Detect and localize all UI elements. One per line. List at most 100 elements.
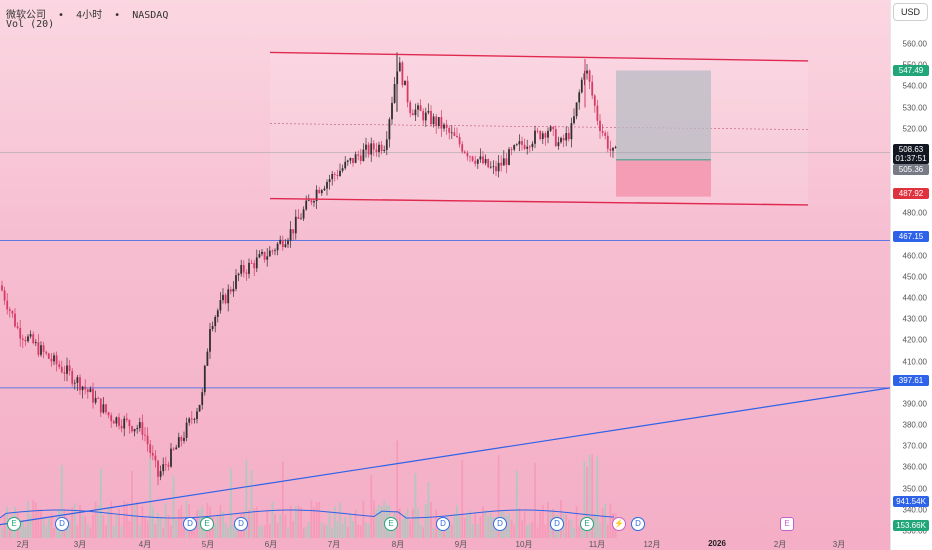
candle-body	[60, 366, 63, 373]
candle-body	[354, 154, 357, 163]
dividend-event-icon[interactable]: D	[493, 517, 507, 531]
candle-body	[432, 116, 435, 125]
candle-body	[578, 92, 581, 103]
volume-bar	[97, 505, 100, 538]
volume-bar	[214, 524, 217, 538]
candle-body	[430, 110, 432, 125]
volume-bar	[120, 526, 123, 538]
candle-body	[250, 262, 253, 264]
volume-bar	[253, 508, 256, 538]
candle-body	[266, 256, 269, 260]
candle-body	[45, 351, 48, 354]
candle-body	[292, 229, 295, 234]
earnings-event-icon[interactable]: E	[580, 517, 594, 531]
price-tick-label: 520.00	[902, 124, 927, 134]
interval-label[interactable]: 4小时	[76, 10, 103, 21]
volume-bar	[196, 510, 198, 538]
volume-bar	[352, 521, 354, 538]
volume-bar	[310, 500, 313, 538]
chart-plot-area[interactable]	[0, 0, 890, 538]
candle-body	[235, 275, 237, 289]
volume-bar	[510, 520, 513, 538]
time-tick-label: 7月	[327, 540, 341, 549]
candle-body	[287, 240, 289, 245]
currency-button[interactable]: USD	[893, 3, 928, 21]
candle-body	[188, 418, 191, 423]
volume-bar	[370, 475, 373, 538]
volume-bar	[401, 519, 404, 538]
price-tick-label: 340.00	[902, 505, 927, 515]
dividend-event-icon[interactable]: D	[234, 517, 248, 531]
candle-body	[562, 137, 565, 141]
candle-body	[583, 73, 586, 80]
volume-bar	[411, 508, 414, 538]
channel-midline	[269, 123, 809, 130]
candle-body	[471, 156, 474, 161]
candle-body	[167, 464, 170, 467]
candle-body	[393, 84, 396, 103]
candle-body	[391, 102, 393, 120]
candle-body	[68, 365, 71, 371]
candle-body	[591, 81, 594, 96]
price-tick-label: 420.00	[902, 335, 927, 345]
candle-body	[505, 158, 508, 165]
volume-bar	[346, 526, 349, 538]
candle-body	[466, 152, 469, 157]
candle-body	[229, 289, 232, 292]
volume-bar	[99, 468, 102, 538]
volume-bar	[21, 520, 24, 538]
volume-bar	[398, 508, 401, 538]
price-tick-label: 360.00	[902, 462, 927, 472]
dividend-event-icon[interactable]: D	[183, 517, 197, 531]
volume-bar	[68, 520, 71, 538]
candle-body	[500, 162, 503, 166]
candle-body	[219, 300, 222, 311]
time-tick-label: 6月	[264, 540, 278, 549]
time-tick-label: 12月	[643, 540, 661, 549]
volume-bar	[336, 520, 339, 538]
time-tick-label: 4月	[138, 540, 152, 549]
candle-body	[128, 419, 131, 427]
candle-body	[112, 421, 115, 424]
price-tick-label: 460.00	[902, 251, 927, 261]
dividend-event-icon[interactable]: D	[436, 517, 450, 531]
price-axis[interactable]: 560.00550.00540.00530.00520.00510.00480.…	[890, 0, 932, 550]
candle-body	[328, 179, 331, 183]
dividend-event-icon[interactable]: D	[631, 517, 645, 531]
candle-body	[190, 418, 193, 420]
volume-bar	[45, 525, 48, 538]
volume-bar	[547, 502, 549, 538]
dividend-event-icon[interactable]: D	[55, 517, 69, 531]
candle-body	[133, 429, 136, 432]
volume-bar	[89, 527, 92, 538]
volume-bar	[37, 509, 40, 538]
candle-body	[601, 131, 604, 133]
price-tick-label: 560.00	[902, 39, 927, 49]
candle-body	[513, 145, 516, 150]
earnings-event-icon[interactable]: E	[384, 517, 398, 531]
candle-body	[588, 70, 591, 82]
volume-bar	[294, 506, 297, 538]
earnings-event-icon[interactable]: E	[7, 517, 21, 531]
volume-bar	[422, 527, 425, 538]
candle-body	[336, 174, 339, 176]
volume-bar	[463, 517, 466, 538]
earnings-event-icon[interactable]: E	[200, 517, 214, 531]
volume-bar	[544, 524, 547, 538]
candle-body	[175, 447, 178, 450]
candle-body	[440, 117, 443, 129]
lightning-icon[interactable]: ⚡	[612, 517, 626, 531]
volume-bar	[146, 520, 149, 538]
candle-body	[487, 159, 490, 168]
volume-bar	[47, 518, 50, 538]
volume-bar	[318, 501, 321, 538]
volume-bar	[539, 511, 542, 538]
volume-bar	[320, 522, 323, 538]
volume-bar	[528, 523, 531, 538]
candle-body	[599, 120, 601, 132]
volume-indicator-label[interactable]: Vol (20)	[6, 19, 55, 30]
earnings-event-icon[interactable]: E	[780, 517, 794, 531]
volume-bar	[596, 456, 599, 538]
dividend-event-icon[interactable]: D	[550, 517, 564, 531]
